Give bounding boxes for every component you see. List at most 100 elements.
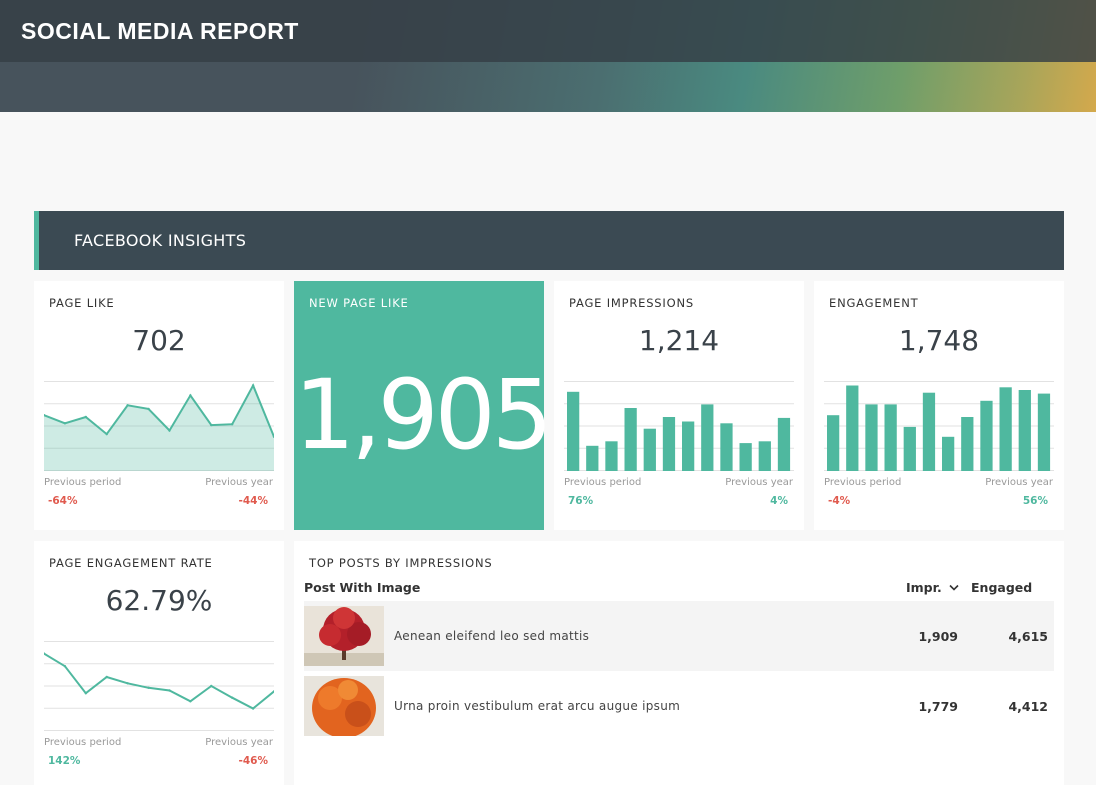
page-impressions-card: PAGE IMPRESSIONS 1,214 Previous period P… xyxy=(554,281,804,530)
bar xyxy=(922,392,936,471)
data-point xyxy=(63,665,67,668)
red-tree-icon xyxy=(304,606,384,666)
page-like-prev-period-value: -64% xyxy=(48,495,78,507)
bar xyxy=(586,445,599,471)
header-band xyxy=(0,0,1096,62)
data-point xyxy=(272,435,274,438)
bar xyxy=(942,436,955,471)
chevron-down-icon xyxy=(949,584,959,591)
bar xyxy=(701,404,714,471)
post-text: Aenean eleifend leo sed mattis xyxy=(394,629,590,643)
orange-tree-icon xyxy=(304,676,384,736)
bar xyxy=(1018,390,1031,471)
page-impressions-title: PAGE IMPRESSIONS xyxy=(569,296,694,310)
bar xyxy=(567,391,580,471)
engagement-rate-value: 62.79% xyxy=(105,584,213,617)
page-like-area-chart xyxy=(44,381,274,471)
report-header: SOCIAL MEDIA REPORT xyxy=(0,0,1096,112)
table-row[interactable]: Urna proin vestibulum erat arcu augue ip… xyxy=(304,671,1054,741)
engagement-rate-line-chart xyxy=(44,641,274,731)
bar xyxy=(865,404,878,471)
page-like-card: PAGE LIKE 702 Previous period Previous y… xyxy=(34,281,284,530)
data-point xyxy=(105,675,108,679)
bar xyxy=(662,417,676,471)
engagement-prev-year-value: 56% xyxy=(1022,495,1048,507)
bar xyxy=(624,408,637,471)
series-line xyxy=(44,652,274,710)
top-posts-title: TOP POSTS BY IMPRESSIONS xyxy=(309,556,493,570)
area-fill xyxy=(44,385,274,471)
engagement-rate-prev-year-label: Previous year xyxy=(205,737,273,748)
data-point xyxy=(168,429,171,432)
new-page-like-card: NEW PAGE LIKE 1,905 xyxy=(294,281,553,530)
post-engaged: 4,615 xyxy=(1008,629,1048,644)
data-point xyxy=(84,415,88,419)
post-impressions: 1,779 xyxy=(918,699,958,714)
bar xyxy=(777,417,791,471)
data-point xyxy=(147,407,150,411)
bar xyxy=(758,441,771,471)
page-like-prev-year-label: Previous year xyxy=(205,477,273,488)
bar xyxy=(846,385,859,471)
bar xyxy=(903,426,916,471)
post-engaged: 4,412 xyxy=(1008,699,1048,714)
post-impressions: 1,909 xyxy=(918,629,958,644)
page-impressions-value: 1,214 xyxy=(638,324,720,357)
data-point xyxy=(189,394,192,397)
col-header-post: Post With Image xyxy=(304,580,421,595)
engagement-rate-prev-year-value: -46% xyxy=(238,755,269,767)
bar xyxy=(643,428,656,471)
table-row[interactable]: Aenean eleifend leo sed mattis 1,909 4,6… xyxy=(304,601,1054,671)
data-point xyxy=(272,690,274,693)
page-impressions-prev-period-value: 76% xyxy=(568,495,594,507)
post-text: Urna proin vestibulum erat arcu augue ip… xyxy=(394,699,681,713)
series-line xyxy=(44,383,274,438)
data-point xyxy=(210,684,213,688)
data-point xyxy=(44,652,46,655)
bar xyxy=(980,400,993,471)
engagement-prev-period-label: Previous period xyxy=(824,477,902,488)
engagement-title: ENGAGEMENT xyxy=(829,296,919,310)
section-header: FACEBOOK INSIGHTS xyxy=(34,211,1064,270)
data-point xyxy=(147,686,150,689)
data-point xyxy=(230,423,234,426)
engagement-card: ENGAGEMENT 1,748 Previous period Previou… xyxy=(814,281,1064,530)
engagement-rate-prev-period-label: Previous period xyxy=(44,737,122,748)
data-point xyxy=(168,689,171,692)
data-point xyxy=(189,700,192,703)
page-like-prev-period-label: Previous period xyxy=(44,477,122,488)
engagement-prev-period-value: -4% xyxy=(828,495,851,507)
data-point xyxy=(126,682,129,685)
data-point xyxy=(84,692,88,695)
data-point xyxy=(126,404,129,407)
page-impressions-prev-year-label: Previous year xyxy=(725,477,793,488)
new-page-like-value: 1,905 xyxy=(294,359,553,471)
bar xyxy=(739,443,752,471)
data-point xyxy=(63,422,67,425)
report-title: SOCIAL MEDIA REPORT xyxy=(21,18,299,44)
col-header-impressions[interactable]: Impr. xyxy=(906,580,959,595)
data-point xyxy=(44,414,46,417)
page-like-value: 702 xyxy=(132,324,186,357)
data-point xyxy=(105,432,108,436)
page-impressions-prev-period-label: Previous period xyxy=(564,477,642,488)
new-page-like-title: NEW PAGE LIKE xyxy=(309,296,409,310)
engagement-rate-prev-period-value: 142% xyxy=(48,755,81,767)
engagement-rate-title: PAGE ENGAGEMENT RATE xyxy=(49,556,213,570)
data-point xyxy=(251,384,255,387)
bar xyxy=(720,423,733,471)
bar xyxy=(682,421,695,471)
bar xyxy=(827,415,840,471)
data-point xyxy=(230,696,234,699)
data-point xyxy=(251,707,255,710)
engagement-prev-year-label: Previous year xyxy=(985,477,1053,488)
engagement-rate-card: PAGE ENGAGEMENT RATE 62.79% Previous per… xyxy=(34,541,284,785)
page-like-title: PAGE LIKE xyxy=(49,296,115,310)
col-header-engaged: Engaged xyxy=(971,580,1033,595)
col-header-impressions-label: Impr. xyxy=(906,580,942,595)
bar xyxy=(961,417,974,471)
section-title: FACEBOOK INSIGHTS xyxy=(74,231,247,250)
page-impressions-bar-chart xyxy=(564,381,794,471)
bar xyxy=(1037,393,1051,471)
page-like-prev-year-value: -44% xyxy=(238,495,269,507)
